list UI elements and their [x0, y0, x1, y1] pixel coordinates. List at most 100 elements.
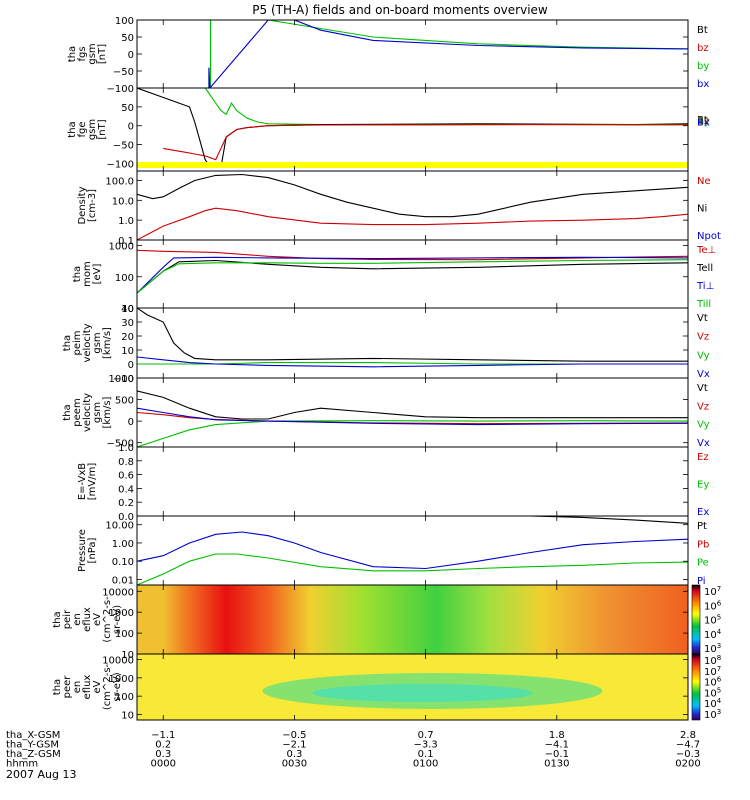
y-tick-label: 0: [128, 360, 134, 371]
series-group: [137, 249, 688, 294]
y-tick-label: 1000: [109, 242, 134, 253]
y-tick-label: 0.4: [118, 484, 134, 495]
series-Ne: [137, 207, 688, 240]
x-row-value: 2.8: [680, 730, 696, 741]
y-axis-label: en: [72, 613, 83, 626]
y-tick-label: −500: [107, 439, 134, 450]
colorbar-peer-spectrogram: [691, 653, 701, 721]
panel-frame: [136, 87, 689, 172]
series-By: [204, 88, 688, 126]
series-Vx: [137, 407, 688, 426]
legend-Vt: Vt: [697, 383, 708, 394]
x-row-value: −0.3: [676, 749, 700, 760]
y-axis-label: [nPa]: [87, 537, 98, 563]
legend-Npot: Npot: [697, 231, 721, 242]
y-tick-label: 0.10: [112, 557, 134, 568]
colorbar-label: 107: [704, 585, 721, 598]
y-axis-label: tha: [52, 611, 63, 627]
x-row-value: 0.2: [155, 740, 171, 751]
legend-Pi: Pi: [697, 576, 706, 587]
y-axis-label: [km/s]: [102, 327, 113, 359]
legend-Vz: Vz: [697, 332, 709, 343]
legend-Ez: Ez: [697, 452, 709, 463]
chart-title: P5 (TH-A) fields and on-board moments ov…: [252, 3, 548, 17]
series-Vx: [137, 356, 688, 368]
series-Pi: [137, 531, 688, 570]
series-group: [137, 516, 688, 585]
series-Ni: [137, 173, 688, 218]
y-axis-label: eV: [92, 613, 103, 626]
y-axis-label: (cm^2-s-: [102, 596, 113, 643]
y-axis-label: [km/s]: [102, 396, 113, 428]
legend-Vy: Vy: [697, 350, 710, 361]
y-axis-label: sr-eV): [112, 672, 123, 701]
y-axis-label: fge: [77, 121, 88, 137]
legend-Bz: Bz: [697, 116, 709, 127]
x-row-label: tha_Y-GSM: [6, 740, 59, 751]
x-row-value: −4.1: [545, 740, 569, 751]
series-group: [137, 173, 688, 240]
y-tick-label: 0: [128, 122, 134, 133]
series-group: [137, 308, 688, 368]
y-tick-label: −50: [113, 141, 134, 152]
y-tick-label: 10.0: [112, 196, 134, 207]
legend-Tell: Tell: [696, 263, 713, 274]
y-axis-label: Pressure: [77, 529, 88, 572]
y-tick-label: 10: [121, 304, 134, 315]
series-Vy: [137, 420, 688, 447]
x-row-value: 0100: [413, 759, 438, 770]
y-axis-label: eflux: [82, 675, 93, 700]
y-tick-label: 0.0: [118, 512, 134, 523]
x-row-label: tha_X-GSM: [6, 730, 60, 741]
x-row-value: −3.3: [413, 740, 437, 751]
panel-frame: [136, 239, 689, 309]
legend-Bt: Bt: [697, 115, 708, 126]
series-Vt: [137, 390, 688, 420]
x-row-value: −1.1: [151, 730, 175, 741]
y-tick-label: 100: [115, 629, 134, 640]
series-Tell: [137, 259, 688, 294]
panel-frame: [136, 170, 689, 241]
y-tick-label: 500: [115, 396, 134, 407]
panel-frame: [136, 446, 689, 517]
panel-frame: [136, 307, 689, 379]
y-axis-label: [nT]: [97, 44, 108, 64]
x-row-value: 1.8: [549, 730, 565, 741]
y-tick-label: 10: [121, 650, 134, 661]
series-Pe: [137, 553, 688, 585]
y-tick-label: −50: [113, 67, 134, 78]
x-row-value: 0.1: [418, 749, 434, 760]
panel-peem-velocity: 1000 500 0 −500 tha peem velocity gsm [km/s] Vt Vz…: [62, 374, 710, 450]
series-bx: [137, 20, 688, 88]
y-axis-label: peim: [72, 330, 83, 355]
y-axis-label: tha: [67, 121, 78, 137]
y-tick-label: −100: [107, 159, 134, 170]
colorbar-label: 103: [704, 708, 721, 721]
y-axis-label: tha: [52, 679, 63, 695]
quality-flag-bar: [137, 162, 688, 168]
x-row-value: −0.5: [282, 730, 306, 741]
series-Bt: [137, 88, 688, 169]
y-axis-label: E=-VxB: [77, 463, 88, 500]
y-axis-label: [cm-3]: [87, 189, 98, 222]
y-axis-label: [eV]: [92, 264, 103, 285]
legend-Bt: Bt: [697, 25, 708, 36]
date-label: 2007 Aug 13: [6, 768, 76, 781]
series-Bz: [163, 124, 688, 161]
x-row-value: 0200: [675, 759, 700, 770]
legend-Ne: Ne: [697, 176, 711, 187]
x-row-value: −0.1: [545, 749, 569, 760]
x-row-value: −2.1: [282, 740, 306, 751]
y-tick-label: 10000: [102, 587, 134, 598]
legend-Ni: Ni: [697, 204, 707, 215]
y-axis-label: peir: [62, 609, 73, 629]
y-axis-label: gsm: [87, 119, 98, 140]
legend-bz: bz: [697, 43, 709, 54]
y-tick-label: 1.00: [112, 539, 134, 550]
legend-Pe: Pe: [697, 558, 709, 569]
y-tick-label: 0: [128, 417, 134, 428]
y-axis-label: tha: [62, 335, 73, 351]
legend-Bx: Bx: [697, 117, 710, 128]
